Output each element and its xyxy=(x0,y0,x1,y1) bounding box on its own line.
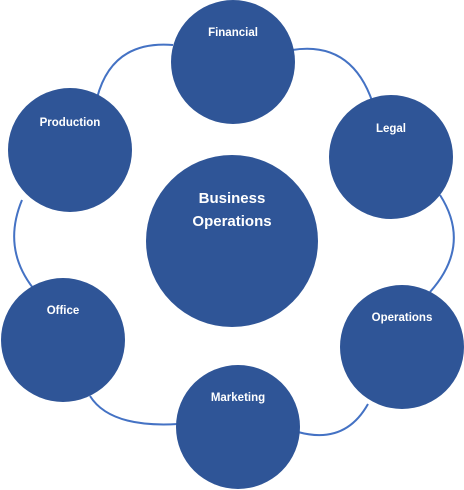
node-circle-financial xyxy=(171,0,295,124)
node-production: Production xyxy=(8,88,132,212)
node-marketing: Marketing xyxy=(176,365,300,489)
connector-arcs xyxy=(13,43,455,437)
node-financial: Financial xyxy=(171,0,295,124)
node-label-operations: Operations xyxy=(372,312,433,324)
node-legal: Legal xyxy=(329,95,453,219)
connector-financial-legal xyxy=(291,47,376,111)
node-label-legal: Legal xyxy=(376,123,406,135)
node-circle-operations xyxy=(340,285,464,409)
node-label-office: Office xyxy=(47,305,80,317)
node-label-production: Production xyxy=(40,117,101,129)
node-circle-legal xyxy=(329,95,453,219)
connector-office-production xyxy=(13,199,34,289)
node-circle-office xyxy=(1,278,125,402)
center-node-circle xyxy=(146,155,318,327)
center-label-line1: Business xyxy=(199,190,266,207)
node-label-financial: Financial xyxy=(208,27,258,39)
connector-legal-operations xyxy=(429,194,455,293)
node-label-marketing: Marketing xyxy=(211,392,265,404)
connector-operations-marketing xyxy=(297,403,369,437)
node-operations: Operations xyxy=(340,285,464,409)
connector-marketing-office xyxy=(89,395,179,426)
node-circle-production xyxy=(8,88,132,212)
node-office: Office xyxy=(1,278,125,402)
center-label-line2: Operations xyxy=(192,213,271,230)
connector-production-financial xyxy=(96,43,174,99)
node-circle-marketing xyxy=(176,365,300,489)
center-node: Business Operations xyxy=(146,155,318,327)
